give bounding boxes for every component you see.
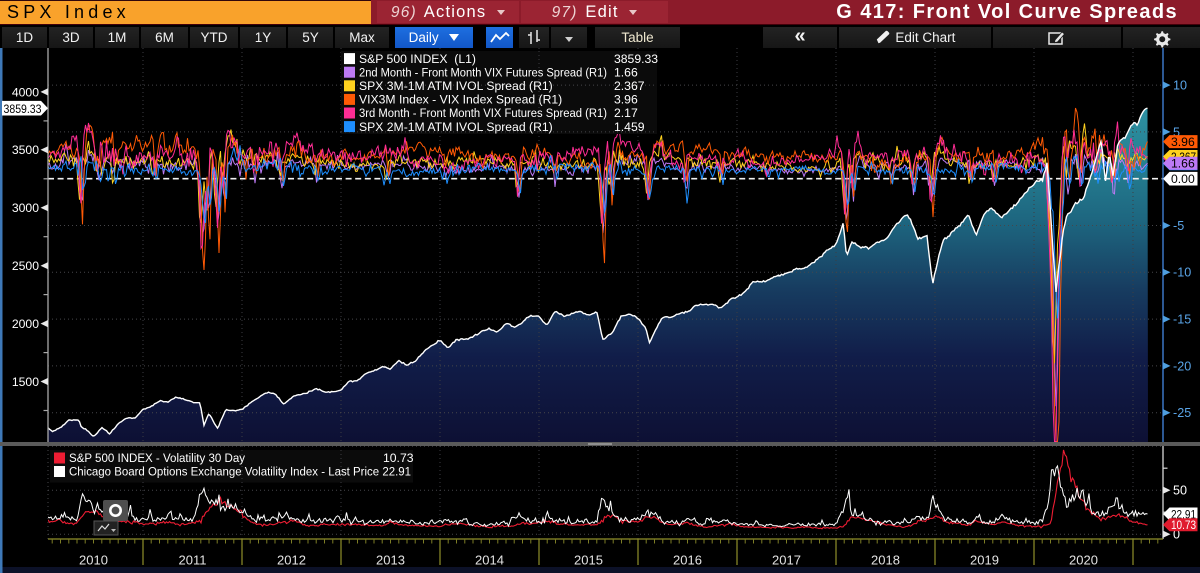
- svg-text:10.73: 10.73: [1171, 518, 1196, 532]
- svg-text:2014: 2014: [475, 553, 504, 568]
- svg-text:2000: 2000: [12, 317, 39, 331]
- svg-text:22.91: 22.91: [1171, 507, 1196, 521]
- svg-text:1.66: 1.66: [1171, 157, 1195, 171]
- svg-text:-5: -5: [1173, 219, 1184, 233]
- svg-text:2015: 2015: [574, 553, 603, 568]
- svg-text:2017: 2017: [772, 553, 801, 568]
- svg-text:1500: 1500: [12, 375, 39, 389]
- svg-text:4000: 4000: [12, 85, 39, 99]
- svg-text:2.367: 2.367: [614, 79, 645, 93]
- svg-text:SPX 3M-1M ATM IVOL Spread (R1): SPX 3M-1M ATM IVOL Spread (R1): [359, 79, 553, 93]
- svg-text:5: 5: [1173, 125, 1180, 139]
- svg-text:-15: -15: [1173, 313, 1191, 327]
- svg-text:3859.33: 3859.33: [614, 52, 658, 66]
- svg-text:2500: 2500: [12, 259, 39, 273]
- svg-text:2.17: 2.17: [614, 106, 638, 120]
- svg-text:2011: 2011: [179, 553, 207, 568]
- svg-text:2020: 2020: [1069, 553, 1098, 568]
- svg-text:S&P 500 INDEX - Volatility 30: S&P 500 INDEX - Volatility 30 Day: [69, 451, 246, 465]
- svg-text:2012: 2012: [277, 553, 306, 568]
- svg-text:1.459: 1.459: [614, 120, 645, 134]
- svg-text:-10: -10: [1173, 266, 1191, 280]
- svg-text:2018: 2018: [871, 553, 900, 568]
- svg-text:3rd Month - Front Month VIX Fu: 3rd Month - Front Month VIX Futures Spre…: [359, 106, 607, 120]
- svg-text:1.66: 1.66: [614, 65, 638, 79]
- svg-text:3.96: 3.96: [1171, 135, 1195, 149]
- svg-text:10.73: 10.73: [383, 451, 414, 465]
- svg-text:Chicago Board Options Exchange: Chicago Board Options Exchange Volatilit…: [69, 465, 411, 479]
- svg-text:3.96: 3.96: [614, 93, 638, 107]
- svg-text:VIX3M Index - VIX Index Spread: VIX3M Index - VIX Index Spread (R1): [359, 93, 562, 107]
- svg-text:3859.33: 3859.33: [4, 102, 42, 116]
- svg-text:50: 50: [1173, 484, 1187, 498]
- svg-text:2010: 2010: [79, 553, 108, 568]
- svg-text:3000: 3000: [12, 201, 39, 215]
- svg-text:2nd Month - Front Month VIX Fu: 2nd Month - Front Month VIX Futures Spre…: [359, 65, 607, 79]
- svg-text:10: 10: [1173, 79, 1187, 93]
- svg-text:-25: -25: [1173, 406, 1191, 420]
- svg-text:3500: 3500: [12, 143, 39, 157]
- svg-text:2019: 2019: [970, 553, 999, 568]
- svg-text:0.00: 0.00: [1171, 172, 1195, 186]
- svg-text:-20: -20: [1173, 359, 1191, 373]
- svg-text:2013: 2013: [376, 553, 405, 568]
- svg-text:0: 0: [1173, 528, 1180, 542]
- svg-text:2016: 2016: [673, 553, 702, 568]
- svg-text:SPX 2M-1M ATM IVOL Spread (R1): SPX 2M-1M ATM IVOL Spread (R1): [359, 120, 553, 134]
- svg-text:S&P 500 INDEX (L1): S&P 500 INDEX (L1): [359, 52, 476, 66]
